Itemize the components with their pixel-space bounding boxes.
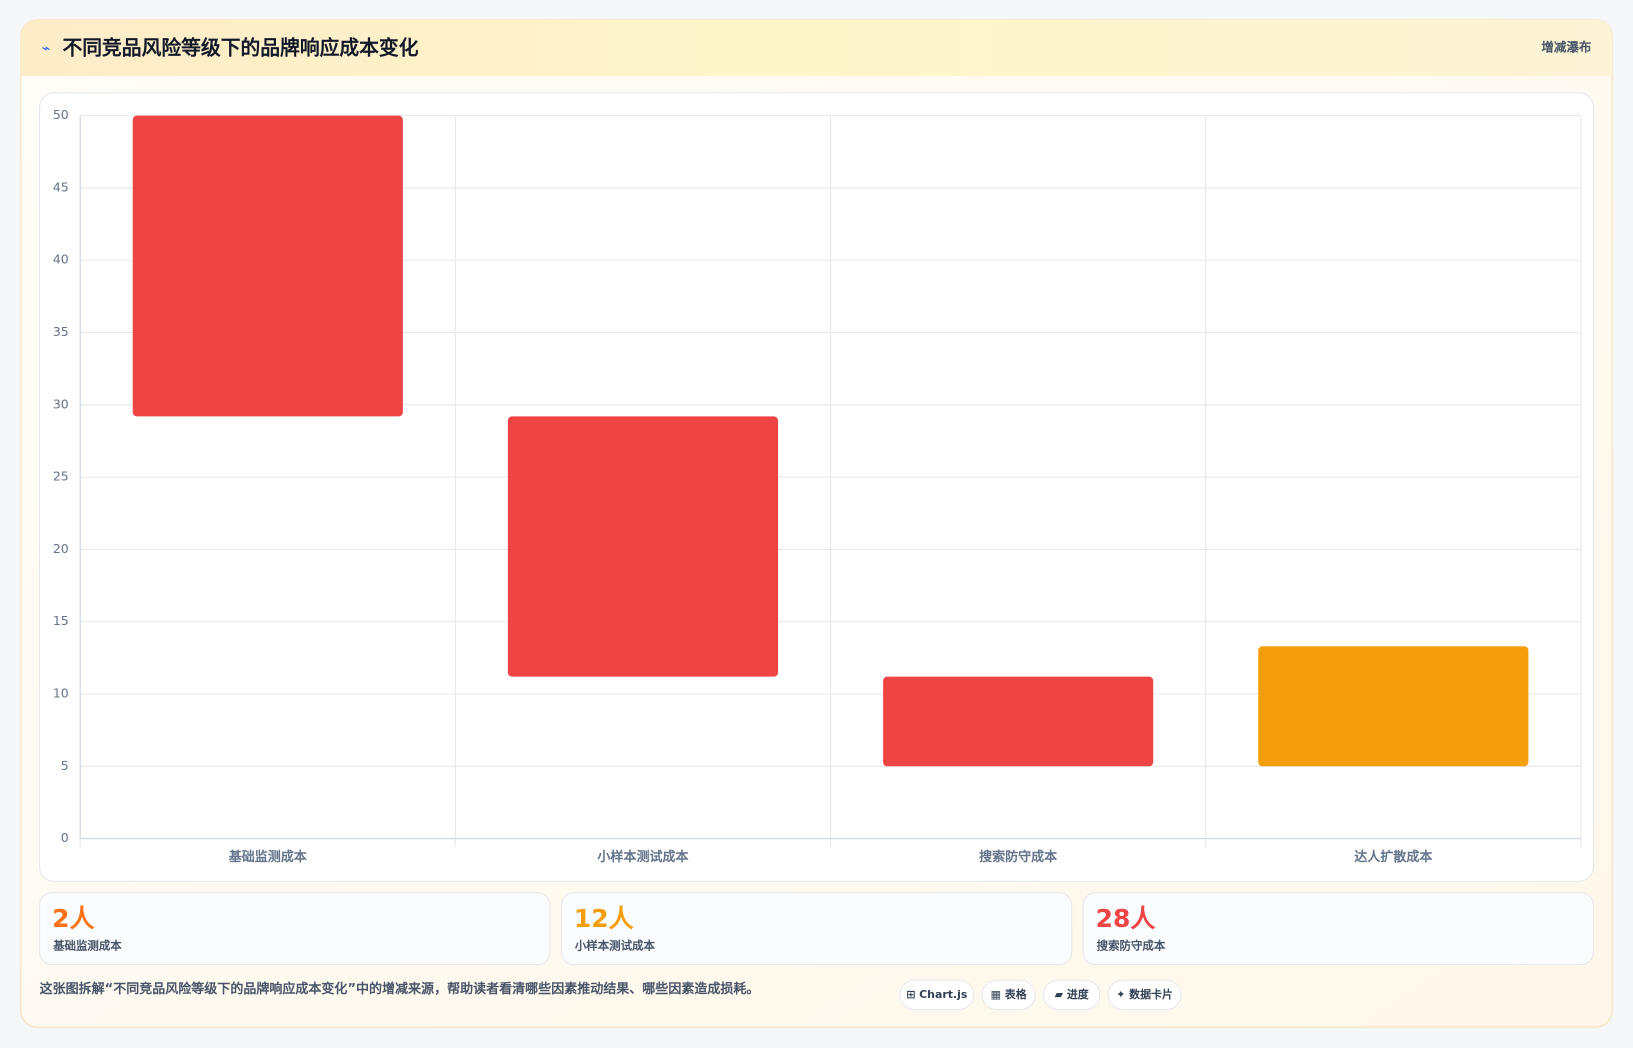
- stat-label: 小样本测试成本: [574, 938, 656, 952]
- y-tick-label: 25: [53, 469, 69, 484]
- bar: [1258, 646, 1529, 767]
- y-tick-label: 5: [61, 758, 69, 773]
- y-tick-label: 45: [53, 179, 69, 194]
- chips: ⊞ Chart.js ▦ 表格 ▰ 进度 ✦ 数据卡片: [899, 979, 1182, 1010]
- stat-card: [1082, 892, 1594, 966]
- stat-value: 2人: [52, 904, 94, 933]
- y-tick-label: 35: [53, 324, 69, 339]
- y-tick-label: 20: [53, 541, 69, 556]
- y-tick-label: 0: [61, 830, 69, 845]
- chip-label: ▰ 进度: [1055, 987, 1089, 1001]
- bar: [883, 676, 1154, 767]
- plot: 0 5 10 15 20 25 30 35 40 45 50 基础监测成本 小样本测试成本 搜索防守成本 达…: [53, 107, 1582, 865]
- y-tick-label: 30: [53, 396, 69, 411]
- stat-label: 基础监测成本: [52, 938, 122, 952]
- stat-value: 28人: [1096, 904, 1156, 933]
- chip[interactable]: [1043, 979, 1101, 1010]
- header-icon: ⌁: [42, 40, 51, 57]
- header-title: 不同竞品风险等级下的品牌响应成本变化: [62, 36, 418, 59]
- chip[interactable]: [981, 979, 1036, 1010]
- stat-card: [560, 892, 1073, 966]
- header-tag: 增减瀑布: [1541, 39, 1591, 54]
- stat-label: 搜索防守成本: [1097, 938, 1166, 952]
- x-tick-label: 小样本测试成本: [597, 849, 688, 865]
- chart-panel: [39, 92, 1594, 882]
- chip[interactable]: [899, 979, 975, 1010]
- bar: [507, 416, 779, 677]
- bar: [132, 115, 403, 417]
- stat-card: [39, 892, 551, 966]
- stat-value: 12人: [574, 904, 634, 933]
- x-tick-label: 达人扩散成本: [1354, 849, 1432, 865]
- y-tick-label: 40: [53, 252, 69, 267]
- y-tick-label: 50: [53, 107, 69, 122]
- chip-label: ✦ 数据卡片: [1116, 987, 1173, 1001]
- chip[interactable]: [1107, 979, 1182, 1010]
- chip-label: ⊞ Chart.js: [906, 988, 967, 1001]
- x-tick-label: 搜索防守成本: [979, 849, 1057, 865]
- footnote: 这张图拆解“不同竞品风险等级下的品牌响应成本变化”中的增减来源，帮助读者看清哪些…: [40, 981, 760, 997]
- y-tick-label: 15: [53, 613, 69, 628]
- header-band: [20, 19, 1613, 77]
- y-tick-label: 10: [53, 686, 69, 701]
- x-tick-label: 基础监测成本: [228, 849, 307, 865]
- chip-label: ▦ 表格: [991, 987, 1028, 1001]
